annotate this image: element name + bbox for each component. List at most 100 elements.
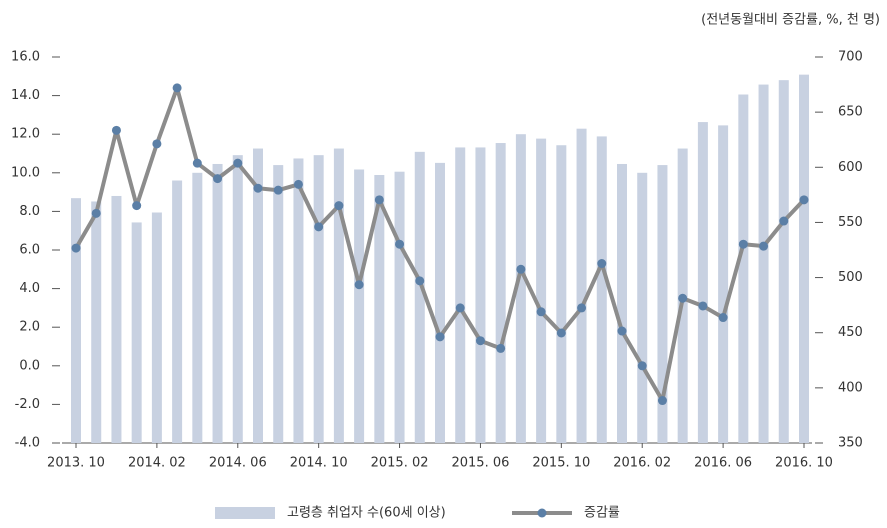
- marker: [415, 276, 425, 286]
- y-tick-label: 16.0: [11, 50, 40, 65]
- x-tick-label: 2016. 10: [775, 456, 833, 471]
- bar: [293, 158, 304, 443]
- bar: [414, 151, 425, 444]
- marker: [718, 313, 728, 323]
- marker: [678, 293, 688, 303]
- marker: [334, 201, 344, 211]
- marker: [172, 83, 182, 93]
- bar: [172, 180, 183, 443]
- bar: [495, 143, 506, 443]
- x-tick-label: 2015. 02: [371, 456, 429, 471]
- marker: [698, 301, 708, 311]
- bar: [536, 138, 547, 443]
- bar: [232, 155, 243, 443]
- marker: [597, 259, 607, 269]
- y2-tick-label: 550: [838, 215, 863, 230]
- marker: [395, 239, 405, 249]
- y-tick-label: 8.0: [19, 204, 40, 219]
- bar: [131, 222, 142, 443]
- marker: [556, 328, 566, 338]
- bar: [799, 74, 809, 443]
- y2-tick-label: 600: [838, 160, 863, 175]
- marker: [516, 264, 526, 274]
- bar: [151, 212, 162, 443]
- marker: [779, 216, 789, 226]
- marker: [354, 280, 364, 290]
- y2-tick-label: 700: [838, 50, 863, 65]
- bar: [192, 172, 203, 444]
- marker: [233, 158, 243, 168]
- marker: [455, 303, 465, 313]
- bar: [435, 162, 445, 444]
- x-tick-label: 2014. 06: [209, 456, 267, 471]
- bar: [212, 163, 223, 443]
- marker: [637, 361, 647, 371]
- x-tick-label: 2016. 06: [694, 456, 752, 471]
- unit-note: (전년동월대비 증감률, %, 천 명): [701, 13, 880, 28]
- bar: [576, 128, 587, 443]
- marker: [111, 125, 121, 135]
- marker: [132, 201, 142, 211]
- bar: [273, 165, 284, 443]
- y2-tick-label: 500: [838, 270, 863, 285]
- legend-label: 증감률: [584, 506, 620, 521]
- bar: [354, 169, 365, 443]
- legend-swatch: [215, 507, 275, 519]
- bar: [253, 148, 263, 443]
- bar: [111, 195, 122, 443]
- marker: [293, 179, 303, 189]
- y-tick-label: -4.0: [15, 436, 40, 451]
- bar: [778, 80, 789, 443]
- bar: [758, 84, 769, 444]
- marker: [152, 139, 162, 149]
- y-tick-label: 2.0: [19, 320, 40, 335]
- x-tick-label: 2015. 10: [532, 456, 590, 471]
- bar: [91, 201, 102, 443]
- marker: [192, 158, 202, 168]
- marker: [577, 303, 587, 313]
- legend-marker: [537, 508, 547, 518]
- marker: [273, 185, 283, 195]
- y-tick-label: 10.0: [11, 165, 40, 180]
- marker: [314, 222, 324, 232]
- marker: [759, 241, 769, 251]
- legend-label: 고령층 취업자 수(60세 이상): [287, 506, 446, 521]
- x-tick-label: 2013. 10: [47, 456, 105, 471]
- marker: [496, 343, 506, 353]
- bar: [718, 125, 729, 444]
- y2-tick-label: 400: [838, 380, 863, 395]
- y-tick-label: 0.0: [19, 358, 40, 373]
- bar: [515, 134, 526, 443]
- marker: [475, 336, 485, 346]
- y2-tick-label: 350: [838, 436, 863, 451]
- bar: [697, 122, 708, 443]
- x-tick-label: 2016. 02: [613, 456, 671, 471]
- bar: [333, 148, 344, 443]
- bar: [738, 94, 749, 444]
- y-tick-label: 4.0: [19, 281, 40, 296]
- y2-tick-label: 650: [838, 105, 863, 120]
- bar: [657, 165, 668, 443]
- y-tick-label: -2.0: [15, 397, 40, 412]
- marker: [253, 183, 263, 193]
- y-tick-label: 14.0: [11, 88, 40, 103]
- marker: [738, 239, 748, 249]
- bar: [313, 155, 324, 443]
- x-tick-label: 2014. 10: [290, 456, 348, 471]
- marker: [536, 307, 546, 317]
- bar: [596, 136, 607, 444]
- bar: [71, 198, 81, 443]
- marker: [435, 332, 445, 342]
- bar: [394, 171, 405, 443]
- marker: [657, 396, 667, 406]
- bar: [637, 172, 648, 444]
- y2-tick-label: 450: [838, 325, 863, 340]
- marker: [374, 195, 384, 205]
- y-tick-label: 6.0: [19, 243, 40, 258]
- bar: [455, 147, 466, 444]
- bar: [374, 175, 385, 443]
- x-tick-label: 2015. 06: [451, 456, 509, 471]
- x-tick-label: 2014. 02: [128, 456, 186, 471]
- bar: [556, 145, 567, 443]
